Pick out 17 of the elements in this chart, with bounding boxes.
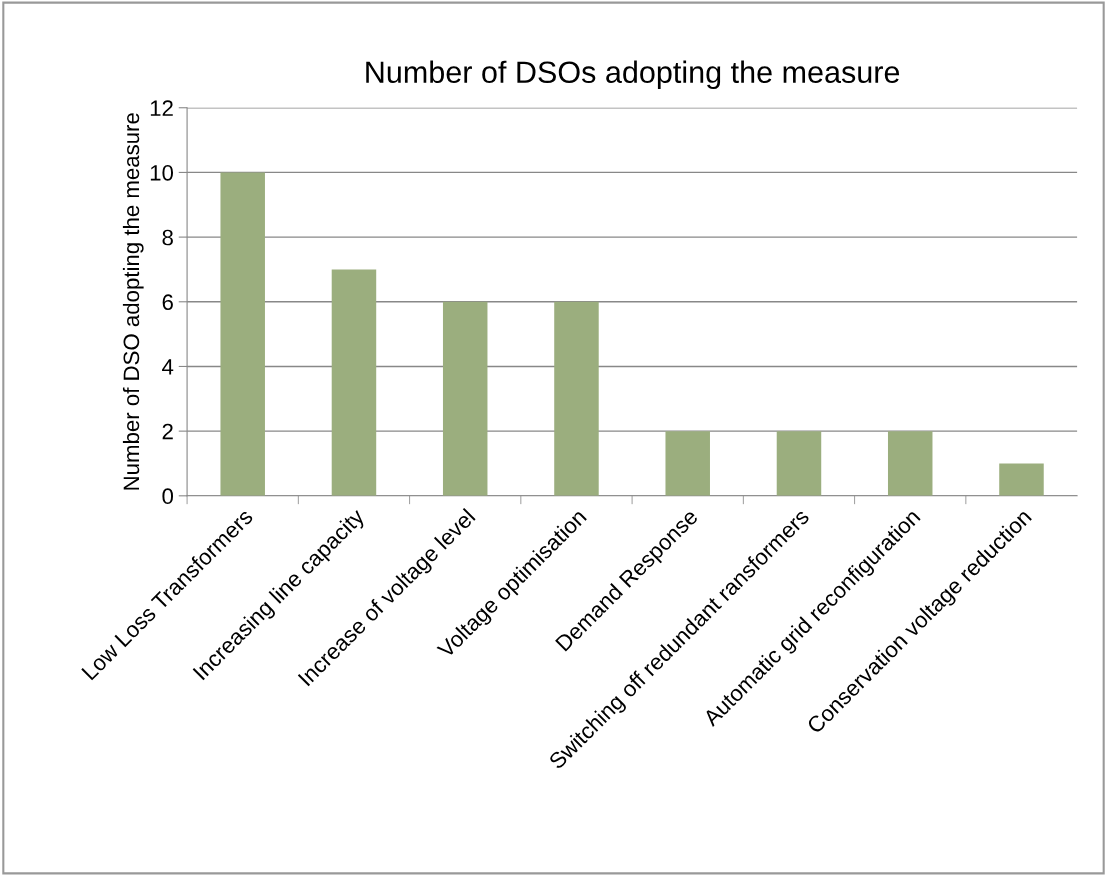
bar bbox=[554, 301, 599, 496]
bar bbox=[665, 431, 710, 496]
y-tick-label: 8 bbox=[162, 229, 173, 246]
y-tick-label: 4 bbox=[162, 359, 174, 375]
chart-title: Number of DSOs adopting the measure bbox=[366, 60, 900, 90]
y-tick-label: 0 bbox=[162, 488, 174, 505]
y-tick-label: 6 bbox=[162, 294, 173, 311]
y-tick-label: 12 bbox=[150, 100, 173, 116]
y-tick-label: 2 bbox=[162, 423, 173, 440]
y-tick-label: 10 bbox=[150, 164, 174, 181]
bar bbox=[999, 463, 1044, 496]
y-axis-title: Number of DSO adopting the measure bbox=[122, 113, 144, 490]
bar bbox=[220, 172, 265, 496]
bar bbox=[331, 269, 377, 496]
bar bbox=[887, 431, 933, 496]
bar bbox=[442, 301, 488, 496]
bar bbox=[776, 431, 822, 496]
